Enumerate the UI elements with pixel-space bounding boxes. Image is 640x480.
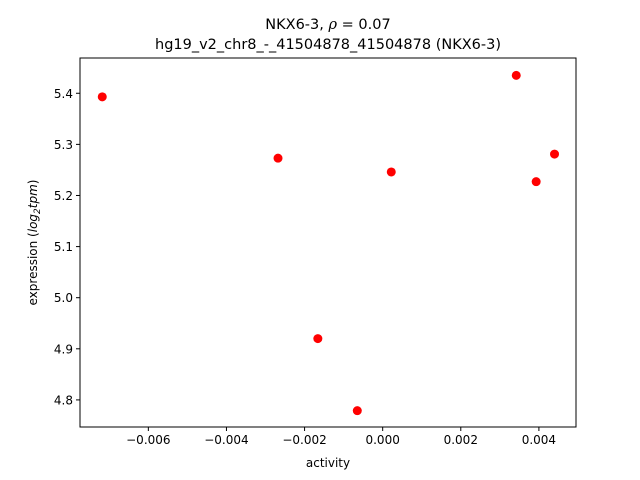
- y-tick-label: 5.3: [54, 138, 73, 152]
- y-axis-label-sub: 2: [33, 208, 43, 214]
- data-point: [97, 92, 107, 102]
- chart-title-line2: hg19_v2_chr8_-_41504878_41504878 (NKX6-3…: [155, 37, 501, 53]
- chart-title-line1: NKX6-3, ρ = 0.07: [265, 17, 390, 33]
- x-tick-label: 0.000: [365, 433, 399, 447]
- y-axis-label-tpm: tpm: [26, 184, 40, 208]
- x-tick-label: −0.004: [204, 433, 248, 447]
- x-tick-label: 0.002: [444, 433, 478, 447]
- y-tick-label: 4.9: [54, 342, 73, 356]
- y-axis-label: expression (log2tpm): [26, 180, 43, 306]
- y-axis-label-log: log: [26, 214, 40, 233]
- y-axis-label-prefix: expression (: [26, 232, 40, 305]
- x-axis-label: activity: [306, 456, 350, 470]
- y-tick-label: 5.2: [54, 189, 73, 203]
- plot-area: −0.006 −0.004 −0.002 0.000 0.002 0.004 4.8 4.9 5…: [54, 70, 560, 447]
- y-tick-label: 5.4: [54, 87, 73, 101]
- data-point: [313, 334, 323, 344]
- y-axis-label-suffix: ): [26, 180, 40, 185]
- axes-frame: [79, 57, 577, 428]
- x-tick-label: −0.002: [282, 433, 326, 447]
- y-tick-label: 5.0: [54, 291, 73, 305]
- x-tick-label: −0.006: [126, 433, 170, 447]
- data-point: [511, 70, 521, 80]
- data-point: [386, 167, 396, 177]
- y-tick-label: 4.8: [54, 393, 73, 407]
- x-tick-label: 0.004: [522, 433, 556, 447]
- data-point: [352, 406, 362, 416]
- data-point: [550, 149, 560, 159]
- data-point: [531, 177, 541, 187]
- chart-title-rho-value: = 0.07: [337, 17, 391, 33]
- chart-title-gene: NKX6-3,: [265, 17, 328, 33]
- y-tick-label: 5.1: [54, 240, 73, 254]
- data-point: [273, 153, 283, 163]
- chart-title-rho: ρ: [328, 17, 338, 33]
